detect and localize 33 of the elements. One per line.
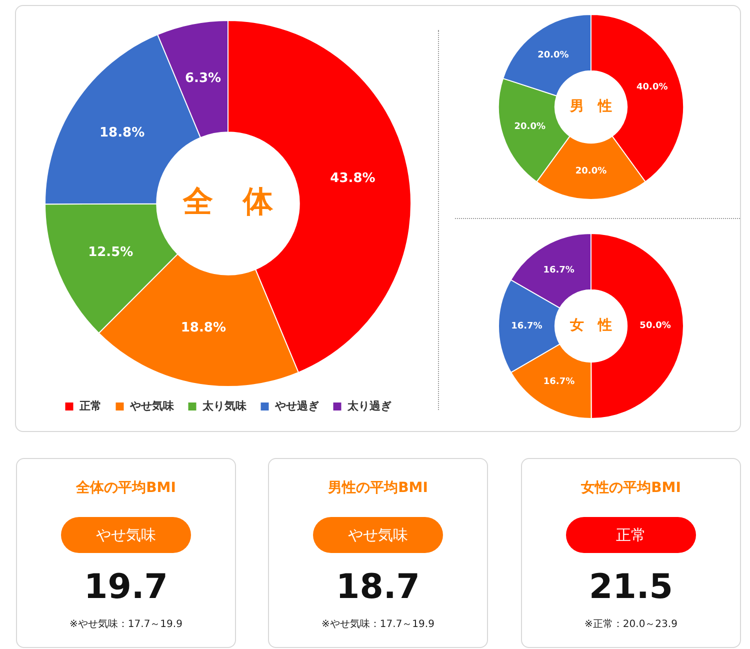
- data-label: 16.7%: [543, 377, 575, 388]
- text: やせ気味: [313, 517, 443, 553]
- data-label: 50.0%: [640, 321, 671, 332]
- text: 全体の平均BMI: [75, 479, 177, 497]
- text: ※やせ気味：17.7～19.9: [68, 618, 184, 631]
- legend-label: 太り気味: [201, 399, 248, 412]
- text: ※正常：20.0～23.9: [584, 618, 678, 631]
- data-label: 16.7%: [511, 321, 542, 332]
- data-label: 20.0%: [514, 122, 546, 132]
- data-label: 16.7%: [543, 266, 574, 276]
- legend-label: 正常: [78, 399, 102, 412]
- data-label: 20.0%: [538, 50, 569, 60]
- text: 18.7: [335, 567, 421, 607]
- text: ※やせ気味：17.7～19.9: [320, 618, 436, 631]
- text: 全 体: [182, 184, 274, 220]
- data-label: 18.8%: [100, 126, 145, 141]
- data-label: 12.5%: [88, 244, 134, 260]
- text: 女 性: [569, 318, 612, 334]
- text: 19.7: [83, 567, 169, 607]
- legend-label: やせ気味: [128, 399, 175, 412]
- text: 女性の平均BMI: [580, 479, 682, 497]
- data-label: 40.0%: [636, 82, 668, 92]
- data-label: 18.8%: [180, 320, 226, 336]
- data-label: 43.8%: [330, 170, 376, 186]
- data-label: 6.3%: [185, 71, 222, 86]
- data-label: 20.0%: [575, 166, 607, 177]
- text: 21.5: [588, 567, 674, 607]
- text: 男 性: [569, 98, 612, 115]
- legend-label: やせ過ぎ: [274, 399, 319, 412]
- text: 正常: [566, 517, 696, 553]
- text: やせ気味: [61, 517, 191, 553]
- text: 男性の平均BMI: [326, 479, 429, 497]
- legend-label: 太り過ぎ: [346, 399, 392, 412]
